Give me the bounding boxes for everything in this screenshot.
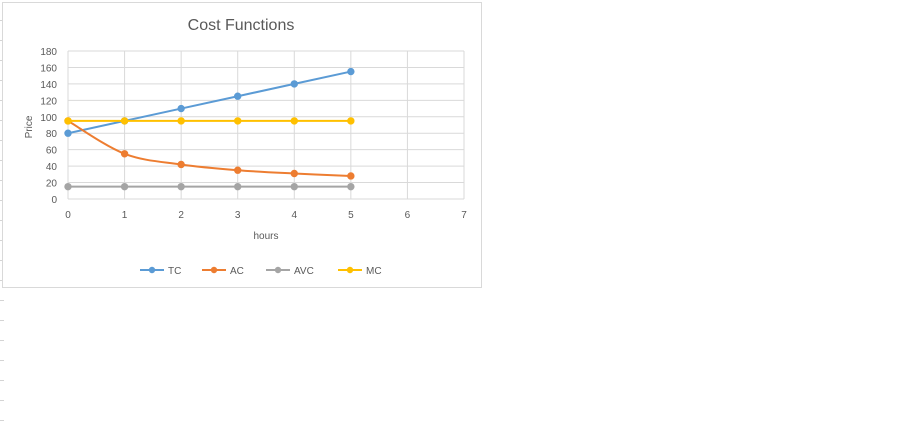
- x-tick-label: 1: [122, 210, 128, 221]
- y-tick-label: 140: [40, 80, 57, 91]
- x-tick-label: 3: [235, 210, 241, 221]
- row-divider: [0, 300, 4, 301]
- x-tick-label: 0: [65, 210, 71, 221]
- gridlines: [67, 50, 465, 200]
- chart-title: Cost Functions: [188, 17, 295, 34]
- data-point-mc: [64, 117, 72, 125]
- row-divider: [0, 380, 4, 381]
- y-tick-label: 20: [46, 179, 58, 190]
- x-tick-label: 6: [405, 210, 411, 221]
- x-tick-label: 2: [178, 210, 184, 221]
- legend-item-avc[interactable]: AVC: [266, 266, 314, 277]
- series-tc: [64, 67, 355, 137]
- data-point-mc: [290, 117, 298, 125]
- legend-swatch-marker: [210, 266, 218, 274]
- legend: TC AC AVC MC: [140, 266, 382, 277]
- data-point-mc: [120, 117, 129, 125]
- legend-label: AVC: [294, 266, 314, 277]
- series-avc: [64, 182, 355, 191]
- data-point-mc: [234, 117, 242, 125]
- data-point-avc: [290, 182, 298, 191]
- series-ac: [64, 117, 355, 180]
- y-tick-labels: 0 20 40 60 80 100 120 140 160 180: [40, 47, 57, 206]
- y-tick-label: 60: [46, 146, 58, 157]
- y-tick-label: 160: [40, 63, 57, 74]
- y-tick-label: 80: [46, 129, 58, 140]
- x-tick-label: 5: [348, 210, 354, 221]
- data-point-tc: [64, 129, 72, 137]
- data-point-avc: [347, 182, 355, 191]
- x-tick-label: 4: [292, 210, 298, 221]
- legend-label: MC: [366, 266, 382, 277]
- y-tick-label: 40: [46, 162, 58, 173]
- y-tick-label: 120: [40, 96, 57, 107]
- data-point-mc: [347, 117, 355, 125]
- row-divider: [0, 340, 4, 341]
- data-point-tc: [234, 92, 242, 100]
- legend-swatch-marker: [148, 266, 156, 274]
- y-tick-label: 0: [51, 195, 57, 206]
- data-point-avc: [177, 182, 185, 191]
- row-divider: [0, 420, 4, 421]
- data-point-avc: [234, 182, 242, 191]
- data-point-mc: [177, 117, 185, 125]
- y-tick-label: 100: [40, 113, 57, 124]
- data-point-avc: [120, 182, 129, 191]
- legend-item-ac[interactable]: AC: [202, 266, 244, 277]
- row-divider: [0, 360, 4, 361]
- chart-container[interactable]: Cost Functions 0 20 40 60 80 100 120 140 160 180 …: [2, 2, 482, 288]
- data-point-tc: [177, 104, 185, 113]
- legend-item-mc[interactable]: MC: [338, 266, 382, 277]
- data-point-avc: [64, 182, 72, 191]
- legend-label: AC: [230, 266, 244, 277]
- row-divider: [0, 320, 4, 321]
- data-point-tc: [290, 80, 298, 88]
- x-tick-label: 7: [461, 210, 467, 221]
- x-tick-labels: 0 1 2 3 4 5 6 7: [65, 210, 467, 221]
- series-layer: [64, 67, 355, 191]
- data-point-tc: [347, 67, 355, 76]
- legend-swatch-marker: [346, 266, 354, 274]
- data-point-ac: [347, 172, 355, 180]
- y-tick-label: 180: [40, 47, 57, 58]
- x-axis-title: hours: [253, 231, 278, 242]
- legend-swatch-marker: [274, 266, 282, 274]
- data-point-ac: [234, 166, 242, 174]
- series-mc: [64, 117, 355, 125]
- data-point-ac: [290, 169, 298, 178]
- legend-label: TC: [168, 266, 181, 277]
- series-line-tc: [67, 70, 352, 135]
- cost-functions-chart: Cost Functions 020406080100120140160180 …: [24, 17, 467, 277]
- data-point-ac: [177, 160, 185, 169]
- row-divider: [0, 400, 4, 401]
- series-line-ac: [67, 119, 352, 177]
- data-point-ac: [120, 150, 129, 158]
- y-axis-title: Price: [24, 115, 35, 138]
- legend-item-tc[interactable]: TC: [140, 266, 181, 277]
